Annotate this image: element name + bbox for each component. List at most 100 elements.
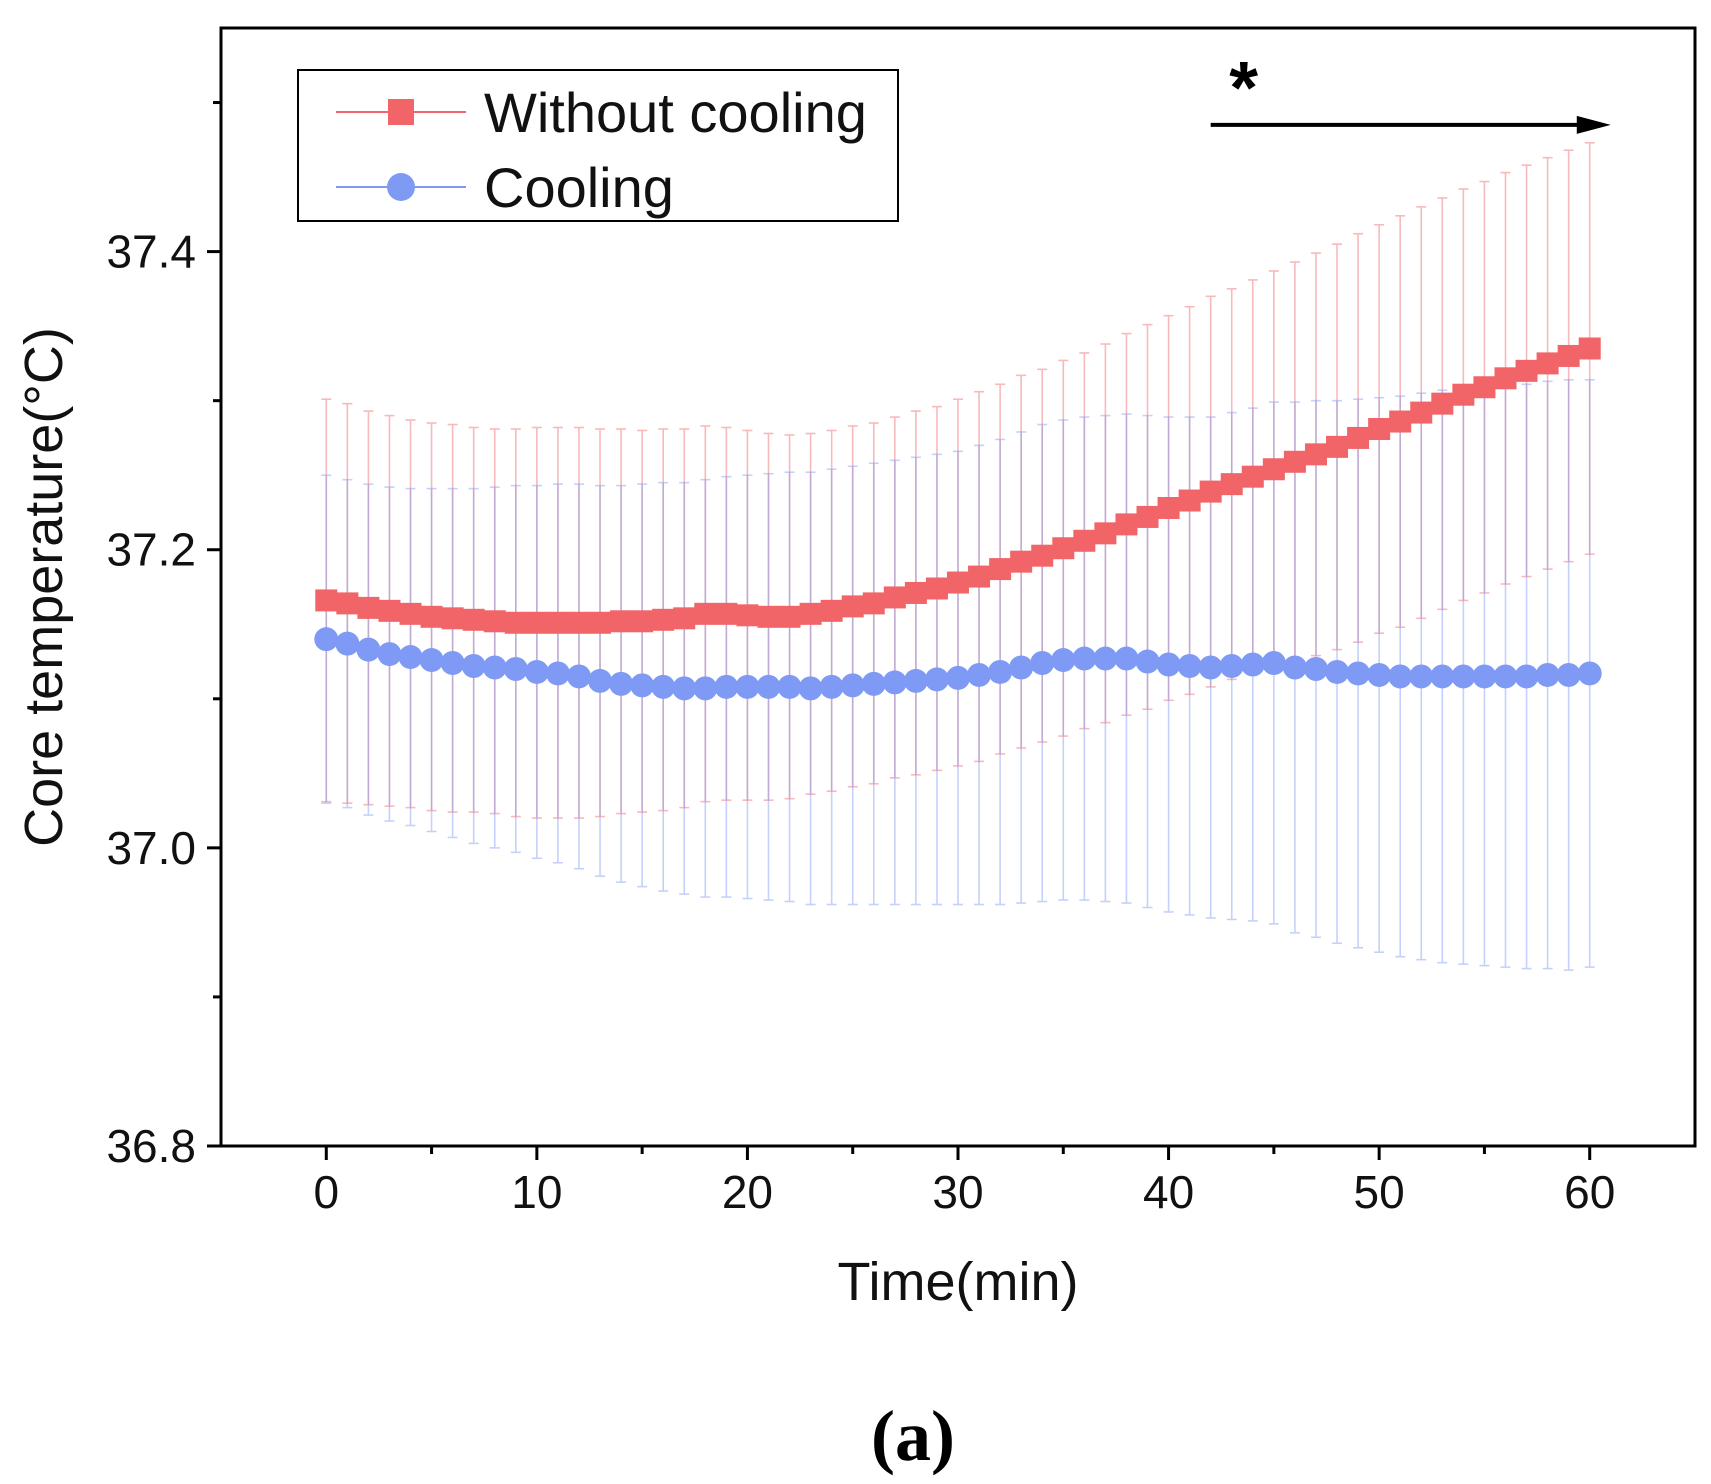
data-point-cooling <box>524 659 549 684</box>
data-point-without-cooling <box>1283 450 1306 473</box>
x-axis-title: Time(min) <box>838 1252 1079 1312</box>
data-point-cooling <box>735 674 760 699</box>
axes-layer: 0 10 20 30 40 50 60 36.8 37.0 37.2 37.4 <box>106 26 1697 1218</box>
significance-asterisk: * <box>1229 46 1258 129</box>
data-point-without-cooling <box>1452 383 1475 406</box>
x-tick-label: 30 <box>932 1166 983 1218</box>
x-tick-label: 50 <box>1354 1166 1405 1218</box>
data-point-without-cooling <box>1347 426 1370 449</box>
data-point-cooling <box>335 631 360 656</box>
markers-layer <box>314 337 1602 701</box>
y-axis-title: Core temperature(°C) <box>14 327 74 847</box>
data-point-without-cooling <box>968 565 991 588</box>
annotations-layer: * <box>1210 46 1611 134</box>
data-point-cooling <box>1240 652 1265 677</box>
data-point-cooling <box>714 674 739 699</box>
data-point-without-cooling <box>1010 550 1033 573</box>
data-point-without-cooling <box>1094 522 1117 545</box>
data-point-without-cooling <box>336 592 359 615</box>
data-point-cooling <box>1156 652 1181 677</box>
data-point-without-cooling <box>989 558 1012 581</box>
data-point-without-cooling <box>315 589 338 612</box>
data-point-cooling <box>609 671 634 696</box>
data-point-without-cooling <box>1473 376 1496 399</box>
data-point-cooling <box>1409 664 1434 689</box>
data-point-without-cooling <box>610 610 633 633</box>
data-point-without-cooling <box>841 595 864 618</box>
data-point-without-cooling <box>504 611 527 634</box>
data-point-without-cooling <box>799 602 822 625</box>
data-point-cooling <box>1577 661 1602 686</box>
legend-label-cooling: Cooling <box>484 156 674 219</box>
data-point-cooling <box>903 668 928 693</box>
data-point-without-cooling <box>589 611 612 634</box>
data-point-without-cooling <box>904 581 927 604</box>
data-point-without-cooling <box>1536 352 1559 375</box>
data-point-without-cooling <box>1136 505 1159 528</box>
data-point-cooling <box>1198 655 1223 680</box>
legend-marker-cooling <box>387 173 415 201</box>
data-point-cooling <box>1556 662 1581 687</box>
data-point-without-cooling <box>378 599 401 622</box>
data-point-without-cooling <box>715 602 738 625</box>
data-point-cooling <box>440 651 465 676</box>
data-point-cooling <box>1367 662 1392 687</box>
data-point-cooling <box>1114 646 1139 671</box>
data-point-cooling <box>840 673 865 698</box>
y-tick-label: 37.2 <box>106 524 196 576</box>
data-point-without-cooling <box>1052 537 1075 560</box>
data-point-cooling <box>819 674 844 699</box>
data-point-without-cooling <box>883 586 906 609</box>
data-point-cooling <box>1514 664 1539 689</box>
legend-marker-without-cooling <box>388 99 414 125</box>
data-point-cooling <box>693 676 718 701</box>
data-point-cooling <box>1009 655 1034 680</box>
data-point-without-cooling <box>1431 392 1454 415</box>
data-point-cooling <box>1451 664 1476 689</box>
data-point-without-cooling <box>420 605 443 628</box>
data-point-without-cooling <box>1515 359 1538 382</box>
data-point-without-cooling <box>736 604 759 627</box>
data-point-without-cooling <box>1304 443 1327 466</box>
data-point-without-cooling <box>1557 344 1580 367</box>
data-point-cooling <box>377 642 402 667</box>
data-point-cooling <box>1388 664 1413 689</box>
data-point-cooling <box>314 627 339 652</box>
data-point-without-cooling <box>357 596 380 619</box>
panel-label: (a) <box>871 1396 955 1476</box>
data-point-without-cooling <box>1410 401 1433 424</box>
data-point-cooling <box>1030 651 1055 676</box>
x-tick-label: 0 <box>313 1166 339 1218</box>
data-point-cooling <box>1219 654 1244 679</box>
data-point-without-cooling <box>1157 496 1180 519</box>
data-point-cooling <box>398 645 423 670</box>
data-point-cooling <box>1303 656 1328 681</box>
data-point-cooling <box>924 667 949 692</box>
data-point-cooling <box>419 648 444 673</box>
data-point-without-cooling <box>1389 410 1412 433</box>
data-point-without-cooling <box>1199 480 1222 503</box>
data-point-cooling <box>630 673 655 698</box>
data-point-without-cooling <box>1073 529 1096 552</box>
data-point-without-cooling <box>652 608 675 631</box>
data-point-without-cooling <box>1178 489 1201 512</box>
x-tick-label: 40 <box>1143 1166 1194 1218</box>
data-point-cooling <box>1135 649 1160 674</box>
data-point-cooling <box>1493 664 1518 689</box>
data-point-without-cooling <box>1368 417 1391 440</box>
data-point-without-cooling <box>925 577 948 600</box>
data-point-cooling <box>588 668 613 693</box>
data-point-without-cooling <box>1115 513 1138 536</box>
data-point-cooling <box>672 676 697 701</box>
data-point-without-cooling <box>1220 473 1243 496</box>
arrow-head-icon <box>1576 115 1611 134</box>
data-point-without-cooling <box>462 608 485 631</box>
data-point-without-cooling <box>567 611 590 634</box>
x-tick-label: 60 <box>1564 1166 1615 1218</box>
labels-layer: Time(min) Core temperature(°C) (a) <box>14 327 1078 1476</box>
data-point-cooling <box>1051 648 1076 673</box>
data-point-cooling <box>967 662 992 687</box>
data-point-without-cooling <box>694 602 717 625</box>
data-point-without-cooling <box>1241 465 1264 488</box>
